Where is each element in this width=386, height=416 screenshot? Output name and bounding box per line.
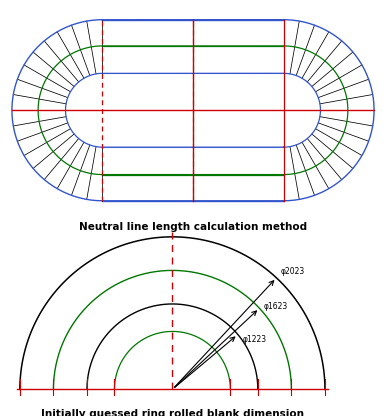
- Text: φ1223: φ1223: [242, 334, 267, 344]
- Text: Neutral line length calculation method: Neutral line length calculation method: [79, 222, 307, 232]
- Text: φ2023: φ2023: [281, 267, 305, 276]
- Text: Initially guessed ring rolled blank dimension: Initially guessed ring rolled blank dime…: [41, 409, 304, 416]
- Text: φ1623: φ1623: [264, 302, 288, 311]
